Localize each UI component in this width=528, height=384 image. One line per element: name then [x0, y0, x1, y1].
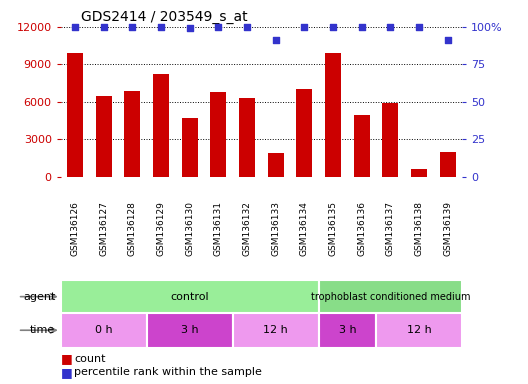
Point [99, 24, 108, 30]
Text: GSM136136: GSM136136 [357, 201, 366, 256]
Bar [96, 96, 111, 177]
Point [444, 37, 452, 43]
Text: percentile rank within the sample: percentile rank within the sample [74, 367, 262, 377]
Text: GSM136128: GSM136128 [128, 201, 137, 256]
Bar [382, 103, 398, 177]
Text: 3 h: 3 h [181, 325, 199, 335]
Text: GSM136137: GSM136137 [386, 201, 395, 256]
Bar [319, 280, 462, 313]
Text: GSM136132: GSM136132 [242, 201, 251, 256]
Point [329, 24, 337, 30]
Text: GSM136139: GSM136139 [443, 201, 452, 256]
Point [185, 25, 194, 31]
Text: 12 h: 12 h [407, 325, 431, 335]
Point [214, 24, 223, 30]
Point [157, 24, 165, 30]
Bar [125, 91, 140, 177]
Text: 0 h: 0 h [95, 325, 112, 335]
Bar [354, 116, 370, 177]
Bar [211, 92, 226, 177]
Bar [147, 313, 233, 348]
Text: GDS2414 / 203549_s_at: GDS2414 / 203549_s_at [81, 10, 248, 25]
Point [271, 37, 280, 43]
Point [128, 24, 137, 30]
Point [243, 24, 251, 30]
Text: 12 h: 12 h [263, 325, 288, 335]
Text: GSM136127: GSM136127 [99, 201, 108, 256]
Bar [182, 118, 197, 177]
Bar [411, 169, 427, 177]
Text: GSM136133: GSM136133 [271, 201, 280, 256]
Point [71, 24, 79, 30]
Text: GSM136138: GSM136138 [414, 201, 423, 256]
Text: 3 h: 3 h [338, 325, 356, 335]
Bar [61, 313, 147, 348]
Bar [268, 153, 284, 177]
Text: GSM136130: GSM136130 [185, 201, 194, 256]
Text: ■: ■ [61, 353, 72, 366]
Bar [440, 152, 456, 177]
Bar [319, 313, 376, 348]
Point [415, 24, 423, 30]
Bar [67, 53, 83, 177]
Bar [297, 89, 312, 177]
Text: GSM136126: GSM136126 [71, 201, 80, 256]
Bar [61, 280, 319, 313]
Text: GSM136134: GSM136134 [300, 201, 309, 256]
Text: agent: agent [23, 291, 55, 302]
Text: time: time [30, 325, 55, 335]
Bar [239, 98, 255, 177]
Text: ■: ■ [61, 366, 72, 379]
Point [357, 24, 366, 30]
Bar [153, 74, 169, 177]
Text: GSM136129: GSM136129 [156, 201, 166, 256]
Bar [376, 313, 462, 348]
Text: trophoblast conditioned medium: trophoblast conditioned medium [310, 291, 470, 302]
Bar [325, 53, 341, 177]
Text: control: control [171, 291, 209, 302]
Text: count: count [74, 354, 106, 364]
Bar [233, 313, 319, 348]
Text: GSM136131: GSM136131 [214, 201, 223, 256]
Point [300, 24, 308, 30]
Point [386, 24, 394, 30]
Text: GSM136135: GSM136135 [328, 201, 337, 256]
